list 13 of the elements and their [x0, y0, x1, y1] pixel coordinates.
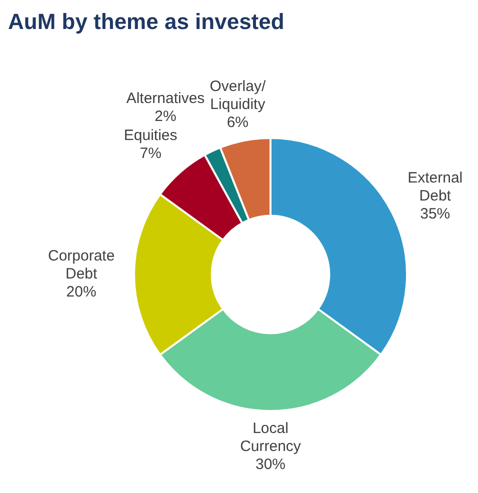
data-label: 35%: [420, 205, 450, 222]
slice-label: Overlay/Liquidity: [210, 78, 266, 114]
slice-label: External Debt: [408, 169, 463, 204]
slice-label: Alternatives: [126, 90, 205, 108]
slice-label: Corporate Debt: [48, 248, 115, 283]
data-label: 2%: [154, 108, 176, 126]
slice-label: Local Currency: [240, 420, 302, 456]
data-label: 20%: [66, 284, 96, 301]
data-label: 6%: [226, 114, 249, 132]
chart-title: AuM by theme as invested: [8, 8, 286, 36]
data-label: 7%: [140, 145, 162, 162]
data-label: 30%: [255, 456, 286, 474]
slice-label: Equities: [124, 127, 178, 144]
